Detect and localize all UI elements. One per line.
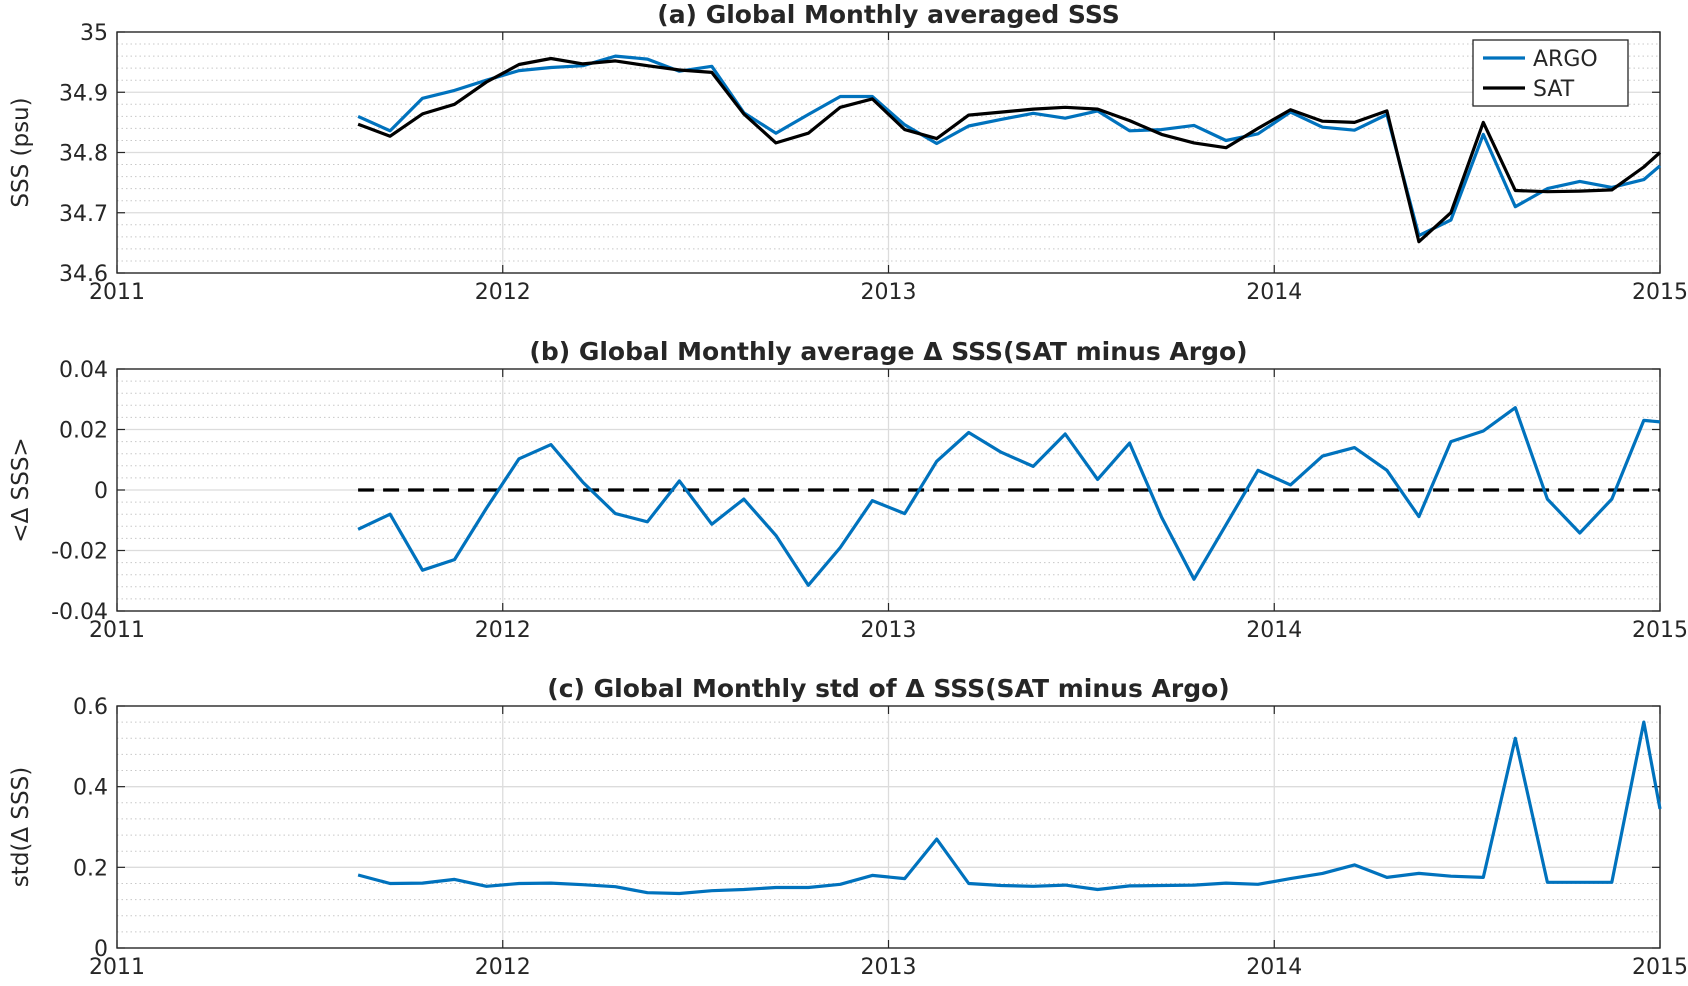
y-tick-label: 0.04 [59,358,108,383]
y-tick-label: 34.8 [59,142,108,167]
x-tick-label: 2011 [89,618,145,643]
y-tick-label: 0 [94,479,108,504]
y-tick-label: 0 [94,937,108,962]
panel-title: (c) Global Monthly std of Δ SSS(SAT minu… [547,674,1229,703]
series-line-sat [357,56,1662,244]
series-line-argo [357,54,1662,238]
x-tick-label: 2013 [861,618,917,643]
y-tick-label: 0.4 [73,776,108,801]
y-tick-label: 0.6 [73,695,108,720]
y-tick-label: 34.9 [59,81,108,106]
legend-label: ARGO [1533,47,1598,72]
x-tick-label: 2012 [475,955,531,980]
y-tick-label: -0.04 [51,600,108,625]
y-tick-label: 35 [80,21,108,46]
x-tick-label: 2014 [1246,618,1302,643]
panel-title: (a) Global Monthly averaged SSS [657,0,1119,29]
y-tick-label: 0.2 [73,856,108,881]
x-tick-label: 2014 [1246,955,1302,980]
series-line [357,406,1661,587]
y-tick-label: 34.7 [59,202,108,227]
panel-b: 2011 2012 2013 2014 2015 -0.04 -0.02 0 0.02 0.04 (… [8,337,1688,643]
panel-title: (b) Global Monthly average Δ SSS(SAT min… [529,337,1247,366]
x-tick-label: 2015 [1632,955,1688,980]
y-tick-label: 0.02 [59,419,108,444]
x-tick-label: 2011 [89,280,145,305]
y-axis-label: SSS (psu) [8,97,34,207]
legend: ARGO SAT [1472,39,1629,107]
series-line [357,720,1662,896]
x-tick-label: 2014 [1246,280,1302,305]
y-tick-label: 34.6 [59,262,108,287]
y-axis-label: <Δ SSS> [8,437,34,542]
x-tick-label: 2011 [89,955,145,980]
y-tick-label: -0.02 [51,540,108,565]
panel-a: 2011 2012 2013 2014 2015 34.6 34.7 34.8 34.9 35 (a… [8,0,1688,305]
x-tick-label: 2013 [861,280,917,305]
x-tick-label: 2012 [475,280,531,305]
y-axis-label: std(Δ SSS) [8,767,34,887]
panel-c: 2011 2012 2013 2014 2015 0 0.2 0.4 0.6 (c) Global… [8,674,1688,980]
x-tick-label: 2015 [1632,280,1688,305]
legend-box [1472,39,1629,107]
x-tick-label: 2012 [475,618,531,643]
x-tick-label: 2015 [1632,618,1688,643]
legend-label: SAT [1533,77,1575,102]
x-tick-label: 2013 [861,955,917,980]
